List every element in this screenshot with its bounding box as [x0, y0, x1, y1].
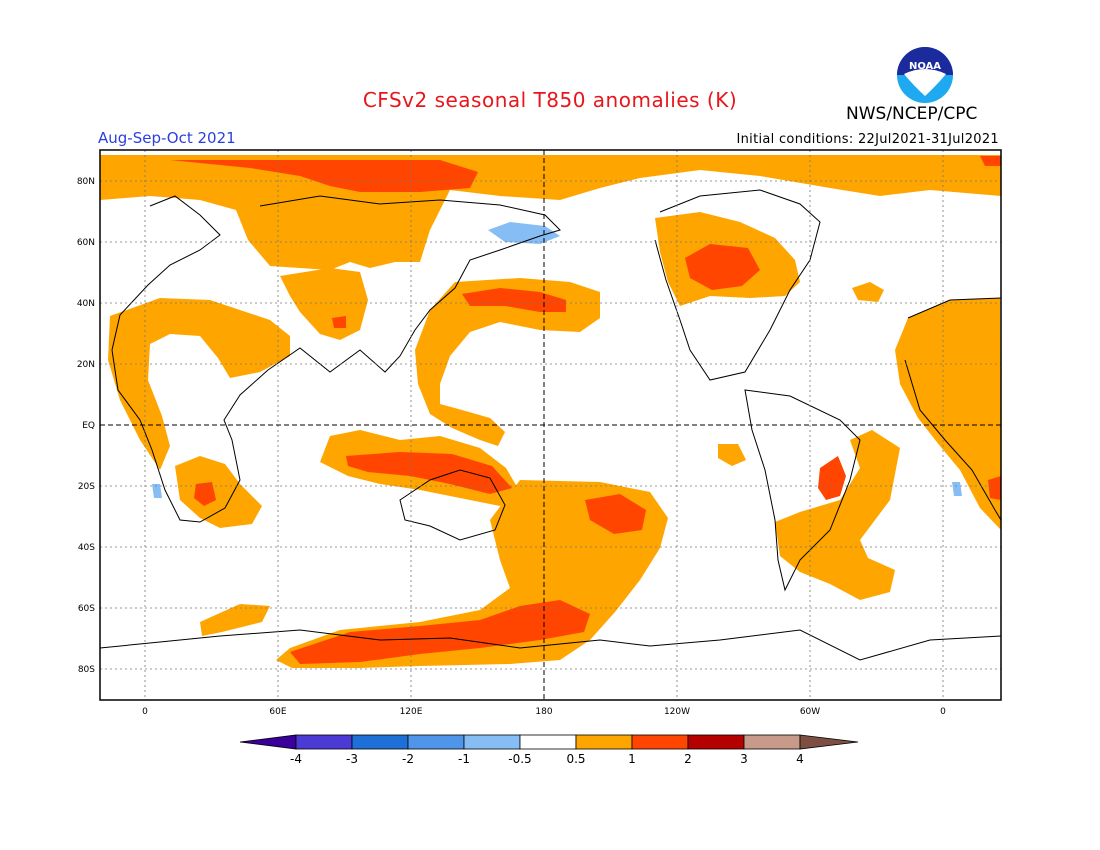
colorbar-label: -1 [458, 752, 470, 766]
colorbar-bin [295, 734, 353, 750]
colorbar-label: -2 [402, 752, 414, 766]
anomaly-region-north-america-core [685, 244, 760, 290]
anomaly-region-arctic-core [170, 160, 478, 192]
coast-south-america [744, 389, 861, 592]
lon-label: 120E [400, 707, 423, 717]
colorbar-label: 2 [684, 752, 692, 766]
lat-label: 80N [77, 177, 95, 187]
noaa-logo: NOAA [897, 47, 953, 103]
colorbar-label: -3 [346, 752, 358, 766]
anomaly-region-south-america-core [818, 456, 846, 500]
colorbar-label: -0.5 [508, 752, 531, 766]
anomaly-region-africa-south [175, 456, 262, 528]
anomaly-region-indian-ocean-core [346, 452, 512, 494]
coast-australia [399, 469, 506, 541]
lat-label: 60S [78, 604, 95, 614]
lat-label: 20N [77, 360, 95, 370]
lon-label: 60E [269, 707, 286, 717]
anomaly-shading [100, 155, 1001, 668]
lon-label: 60W [800, 707, 820, 717]
colorbar-label: -4 [290, 752, 302, 766]
colorbar-label: 3 [740, 752, 748, 766]
colorbar-bin [631, 734, 689, 750]
anomaly-region-africa-east-cold [952, 482, 962, 496]
coast-north-america [654, 189, 821, 381]
colorbar-bin-underflow [239, 734, 297, 750]
lat-label: 80S [78, 665, 95, 675]
colorbar-bin [575, 734, 633, 750]
colorbar-labels: -4 -3 -2 -1 -0.5 0.5 1 2 3 4 [290, 752, 804, 766]
initial-conditions-label: Initial conditions: 22Jul2021-31Jul2021 [736, 132, 999, 147]
lat-label: EQ [82, 421, 95, 431]
anomaly-region-central-asia-core [332, 316, 346, 328]
lon-labels: 0 60E 120E 180 120W 60W 0 [142, 707, 946, 717]
colorbar-bin [743, 734, 801, 750]
anomaly-region-north-pacific-core [462, 288, 566, 312]
colorbar-label: 0.5 [566, 752, 585, 766]
colorbar-bin [463, 734, 521, 750]
anomaly-region-north-pacific [415, 278, 600, 446]
agency-label: NWS/NCEP/CPC [846, 104, 978, 124]
anomaly-region-arctic-east [980, 156, 1001, 166]
noaa-logo-text: NOAA [909, 61, 941, 72]
anomaly-region-africa-cold [152, 484, 162, 498]
anomaly-region-africa-east-core [988, 476, 1001, 500]
colorbar-bin [687, 734, 745, 750]
coast-africa-right [904, 297, 1002, 521]
lat-labels: 80N 60N 40N 20N EQ 20S 40S 60S 80S [77, 177, 95, 675]
coast-antarctica [99, 629, 1002, 661]
anomaly-region-amazon [718, 444, 746, 466]
anomaly-region-south-pacific-core [585, 494, 646, 534]
colorbar-bin [407, 734, 465, 750]
anomaly-region-bering-cold [488, 222, 560, 244]
anomaly-region-south-atlantic-east [200, 604, 270, 636]
lon-label: 0 [940, 707, 946, 717]
coast-asia [259, 195, 561, 373]
lon-label: 120W [664, 707, 690, 717]
lon-label: 180 [535, 707, 552, 717]
map-frame [99, 149, 1002, 701]
lon-label: 0 [142, 707, 148, 717]
lat-label: 60N [77, 238, 95, 248]
anomaly-region-south-america [775, 430, 900, 600]
lat-label: 20S [78, 482, 95, 492]
reference-lines [100, 150, 1001, 700]
season-label: Aug-Sep-Oct 2021 [98, 129, 236, 147]
colorbar-label: 4 [796, 752, 804, 766]
lat-label: 40S [78, 543, 95, 553]
map-title: CFSv2 seasonal T850 anomalies (K) [362, 88, 738, 112]
anomaly-region-africa-east-repeat [895, 298, 1001, 530]
coast-europe-africa [111, 195, 269, 523]
colorbar-bin [519, 734, 577, 750]
coastlines [99, 189, 1002, 661]
anomaly-region-southern-ocean-core [290, 600, 590, 664]
colorbar-bin [351, 734, 409, 750]
lat-label: 40N [77, 299, 95, 309]
anomaly-region-north-atlantic [852, 282, 884, 302]
colorbar-label: 1 [628, 752, 636, 766]
anomaly-region-africa-north [108, 298, 290, 470]
anomaly-region-africa-south-core [194, 482, 216, 506]
colorbar-bin-overflow [799, 734, 859, 750]
colorbar [239, 734, 859, 750]
